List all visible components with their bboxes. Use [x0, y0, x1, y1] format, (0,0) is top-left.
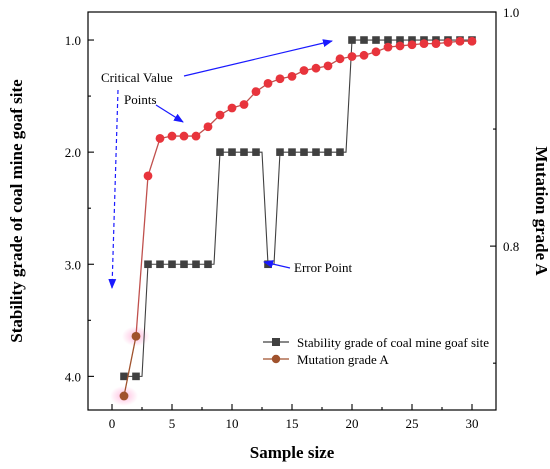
right-y-tick-label: 1.0	[503, 5, 519, 20]
mutation-point	[359, 50, 369, 60]
right-y-axis-ticks: 1.0 0.8	[490, 5, 519, 364]
x-tick-label: 25	[406, 416, 419, 431]
stability-point	[180, 260, 188, 269]
stability-point	[300, 148, 308, 156]
right-y-axis-title: Mutation grade A	[532, 146, 550, 276]
x-tick-label: 10	[226, 416, 239, 431]
arrow-error-point	[263, 260, 291, 269]
stability-point	[312, 148, 320, 156]
x-tick-label: 5	[169, 416, 176, 431]
mutation-point	[431, 39, 441, 49]
mutation-point	[167, 131, 177, 141]
mutation-point	[191, 131, 201, 141]
mutation-point	[251, 87, 261, 96]
stability-point	[168, 260, 176, 269]
series-stability-grade	[120, 36, 476, 381]
stability-point	[264, 260, 272, 269]
stability-point	[204, 260, 212, 269]
arrow-critical-value-down	[108, 89, 119, 289]
stability-point	[240, 148, 248, 156]
annotation-points: Points	[124, 92, 157, 107]
mutation-point	[407, 40, 417, 50]
mutation-point	[467, 36, 477, 46]
mutation-point	[263, 79, 273, 88]
annotation-error-point: Error Point	[294, 260, 353, 275]
mutation-point	[347, 52, 357, 61]
stability-point	[156, 260, 164, 269]
mutation-point	[155, 134, 165, 143]
mutation-point	[455, 36, 465, 46]
mutation-point	[239, 100, 249, 109]
left-y-tick-label: 4.0	[65, 369, 81, 384]
stability-point	[408, 36, 416, 44]
mutation-point	[215, 110, 225, 120]
x-axis-ticks: 0 5 10 15 20 25 30	[109, 404, 479, 431]
stability-point	[324, 148, 332, 156]
annotations: Critical Value Points Error Point	[101, 39, 353, 289]
x-tick-label: 20	[346, 416, 359, 431]
mutation-point	[299, 66, 309, 75]
mutation-point	[179, 131, 189, 141]
stability-point	[360, 36, 368, 44]
stability-point	[228, 148, 236, 156]
x-axis-title: Sample size	[250, 443, 335, 462]
stability-point	[336, 148, 344, 156]
mutation-point	[323, 61, 333, 71]
stability-point	[372, 36, 380, 44]
left-y-tick-label: 3.0	[65, 257, 81, 272]
arrow-critical-value	[183, 39, 333, 77]
mutation-point	[335, 54, 345, 64]
series-mutation-grade	[119, 36, 477, 401]
stability-point	[396, 36, 404, 44]
stability-point	[144, 260, 152, 269]
mutation-point	[227, 103, 237, 113]
mutation-point	[383, 42, 393, 52]
mutation-point	[275, 74, 285, 84]
stability-point	[288, 148, 296, 156]
mutation-line-start	[123, 336, 137, 397]
stability-point	[276, 148, 284, 156]
legend-mutation-marker	[271, 354, 281, 364]
left-y-axis-ticks: 1.0 2.0 3.0 4.0	[65, 33, 94, 384]
mutation-point	[143, 171, 153, 181]
stability-point	[348, 36, 356, 44]
mutation-point	[419, 39, 429, 49]
mutation-point	[119, 391, 129, 401]
mutation-point	[287, 71, 297, 81]
mutation-point	[131, 331, 141, 341]
x-tick-label: 30	[466, 416, 479, 431]
stability-point	[132, 372, 140, 381]
mutation-point	[371, 47, 381, 57]
legend: Stability grade of coal mine goaf site M…	[263, 335, 489, 367]
left-y-tick-label: 1.0	[65, 33, 81, 48]
mutation-line	[135, 40, 472, 337]
legend-stability-label: Stability grade of coal mine goaf site	[297, 335, 489, 350]
mutation-point	[311, 63, 321, 73]
mutation-point	[395, 41, 405, 51]
legend-stability-marker	[272, 338, 280, 346]
left-y-tick-label: 2.0	[65, 145, 81, 160]
left-y-axis-title: Stability grade of coal mine goaf site	[7, 79, 26, 343]
stability-line	[124, 39, 472, 377]
mutation-point	[443, 38, 453, 47]
stability-point	[252, 148, 260, 156]
stability-point	[192, 260, 200, 269]
annotation-critical-value: Critical Value	[101, 70, 173, 85]
x-tick-label: 15	[286, 416, 299, 431]
mutation-point	[203, 122, 213, 132]
stability-point	[120, 372, 128, 381]
x-tick-label: 0	[109, 416, 116, 431]
arrow-points	[155, 104, 184, 123]
stability-point	[384, 36, 392, 44]
stability-point	[216, 148, 224, 156]
right-y-tick-label: 0.8	[503, 239, 519, 254]
legend-mutation-label: Mutation grade A	[297, 352, 389, 367]
